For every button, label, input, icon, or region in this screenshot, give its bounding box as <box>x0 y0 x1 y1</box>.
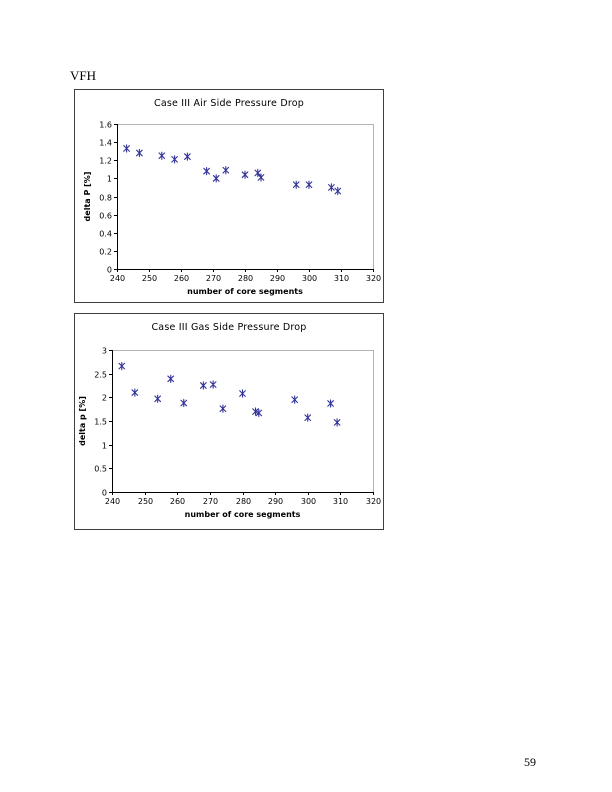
chart-air-side-pressure-drop: Case III Air Side Pressure Drop 240 250 26… <box>74 89 384 303</box>
scatter-marker <box>291 395 299 404</box>
svg-text:2: 2 <box>102 393 107 402</box>
chart-gas-side-pressure-drop: Case III Gas Side Pressure Drop 240 250 26… <box>74 313 384 530</box>
y-axis-ticks: 0 0.2 0.4 0.6 0.8 1 1.2 1.4 1.6 <box>99 120 117 274</box>
y-axis-title: delta P [%] <box>83 172 92 222</box>
scatter-marker <box>184 152 191 161</box>
axes <box>112 350 373 493</box>
svg-text:0.4: 0.4 <box>99 229 112 238</box>
scatter-marker <box>118 361 126 371</box>
svg-text:320: 320 <box>366 274 381 283</box>
scatter-marker <box>123 144 130 153</box>
air-side-scatter-plot: 240 250 260 270 280 290 300 310 320 0 0.2 0.4 0.6 0.8… <box>83 120 381 296</box>
x-axis-title: number of core segments <box>185 510 301 519</box>
y-axis-ticks: 0 0.5 1 1.5 2 2.5 3 <box>94 346 112 497</box>
scatter-marker <box>257 173 265 182</box>
svg-text:310: 310 <box>334 274 349 283</box>
svg-text:1.2: 1.2 <box>99 156 112 165</box>
svg-text:0: 0 <box>107 265 112 274</box>
scatter-marker <box>131 388 139 397</box>
svg-text:280: 280 <box>236 497 251 506</box>
svg-text:280: 280 <box>238 274 253 283</box>
x-axis-ticks: 240 250 260 270 280 290 300 310 320 <box>105 492 381 506</box>
scatter-marker <box>171 155 178 164</box>
scatter-marker <box>241 170 249 179</box>
scatter-marker <box>136 148 143 158</box>
scatter-marker <box>209 380 217 389</box>
svg-text:300: 300 <box>302 274 317 283</box>
svg-text:240: 240 <box>105 497 120 506</box>
svg-text:0: 0 <box>102 488 107 497</box>
scatter-marker <box>328 183 335 192</box>
scatter-marker <box>239 389 246 398</box>
svg-text:1: 1 <box>107 174 112 183</box>
svg-text:310: 310 <box>333 497 348 506</box>
data-points <box>123 144 342 196</box>
scatter-marker <box>254 168 262 178</box>
scatter-marker <box>222 166 230 175</box>
svg-text:1.4: 1.4 <box>99 138 112 147</box>
svg-text:2.5: 2.5 <box>94 370 107 379</box>
scatter-marker <box>327 399 334 408</box>
svg-text:290: 290 <box>270 274 285 283</box>
scatter-marker <box>292 180 300 189</box>
scatter-marker <box>167 374 175 384</box>
svg-text:320: 320 <box>366 497 381 506</box>
x-axis-ticks: 240 250 260 270 280 290 300 310 320 <box>110 269 381 283</box>
scatter-marker <box>304 413 312 422</box>
svg-text:290: 290 <box>268 497 283 506</box>
svg-text:1: 1 <box>102 441 107 450</box>
svg-text:300: 300 <box>301 497 316 506</box>
svg-text:240: 240 <box>110 274 125 283</box>
plot-area-border <box>117 124 374 269</box>
scatter-marker <box>212 174 220 183</box>
svg-text:270: 270 <box>206 274 221 283</box>
svg-text:0.2: 0.2 <box>99 247 112 256</box>
data-points <box>118 361 341 427</box>
scatter-marker <box>252 407 259 416</box>
scatter-marker <box>255 408 263 418</box>
axes <box>117 124 373 270</box>
scatter-marker <box>154 394 162 403</box>
page-header: VFH <box>70 68 97 83</box>
scatter-marker <box>219 404 227 413</box>
svg-text:250: 250 <box>138 497 153 506</box>
scatter-marker <box>158 151 166 160</box>
x-axis-title: number of core segments <box>187 287 303 296</box>
svg-text:260: 260 <box>174 274 189 283</box>
svg-text:1.6: 1.6 <box>99 120 112 129</box>
svg-text:270: 270 <box>203 497 218 506</box>
svg-text:0.8: 0.8 <box>99 193 112 202</box>
svg-text:1.5: 1.5 <box>94 417 107 426</box>
scatter-marker <box>333 418 341 427</box>
svg-text:3: 3 <box>102 346 107 355</box>
page-number: 59 <box>524 755 536 769</box>
svg-text:260: 260 <box>170 497 185 506</box>
plot-area-border <box>112 350 374 492</box>
y-axis-title: delta p [%] <box>78 396 87 446</box>
scatter-marker <box>305 180 313 189</box>
chart-title: Case III Air Side Pressure Drop <box>154 98 304 109</box>
svg-text:0.5: 0.5 <box>94 464 107 473</box>
scatter-marker <box>200 381 207 390</box>
svg-text:0.6: 0.6 <box>99 211 112 220</box>
scatter-marker <box>180 398 188 408</box>
svg-text:250: 250 <box>142 274 157 283</box>
scatter-marker <box>334 186 342 196</box>
chart-title: Case III Gas Side Pressure Drop <box>151 322 307 333</box>
gas-side-scatter-plot: 240 250 260 270 280 290 300 310 320 0 0.5 1 1.5 2 2.5 3… <box>78 346 381 519</box>
scatter-marker <box>203 166 210 176</box>
